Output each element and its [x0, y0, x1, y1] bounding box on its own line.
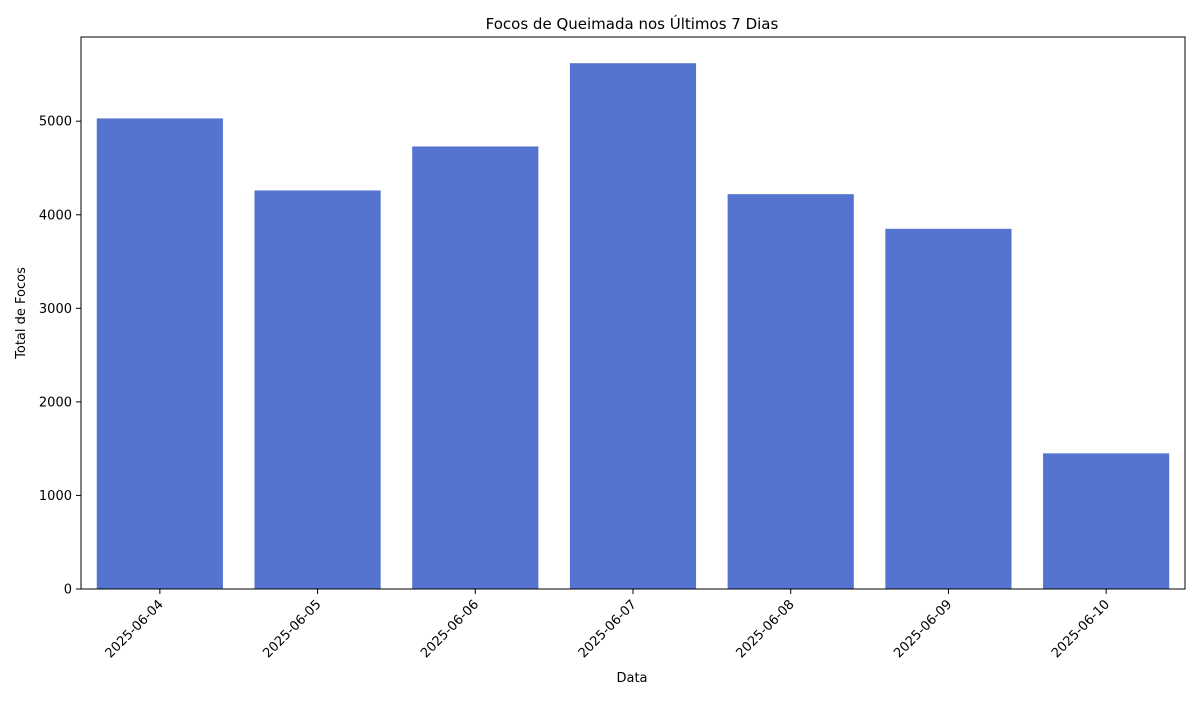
y-axis: 0 1000 2000 3000 4000 5000 [39, 115, 81, 598]
x-tick-label: 2025-06-10 [1049, 597, 1113, 661]
y-tick-label: 0 [64, 583, 72, 598]
y-tick-label: 4000 [39, 208, 72, 223]
bar-2025-06-09 [885, 228, 1012, 590]
bar-2025-06-04 [96, 118, 223, 590]
x-axis: 2025-06-04 2025-06-05 2025-06-06 2025-06-07… [103, 589, 1113, 661]
bars-layer [96, 63, 1170, 590]
x-tick-label: 2025-06-06 [418, 597, 482, 661]
x-tick-label: 2025-06-05 [260, 597, 324, 661]
y-axis-label: Total de Focos [14, 267, 29, 360]
x-tick-label: 2025-06-04 [103, 597, 167, 661]
x-tick-label: 2025-06-07 [576, 597, 640, 661]
bar-2025-06-06 [412, 146, 539, 589]
x-tick-label: 2025-06-08 [734, 597, 798, 661]
bar-2025-06-10 [1043, 453, 1170, 589]
bar-2025-06-05 [254, 190, 381, 589]
bar-2025-06-08 [727, 194, 854, 589]
y-tick-label: 1000 [39, 489, 72, 504]
bar-2025-06-07 [569, 63, 697, 589]
y-tick-label: 5000 [39, 115, 72, 130]
x-axis-label: Data [616, 671, 647, 686]
y-tick-label: 3000 [39, 302, 72, 317]
x-tick-label: 2025-06-09 [891, 597, 955, 661]
chart-title: Focos de Queimada nos Últimos 7 Dias [486, 14, 779, 33]
y-tick-label: 2000 [39, 395, 72, 410]
